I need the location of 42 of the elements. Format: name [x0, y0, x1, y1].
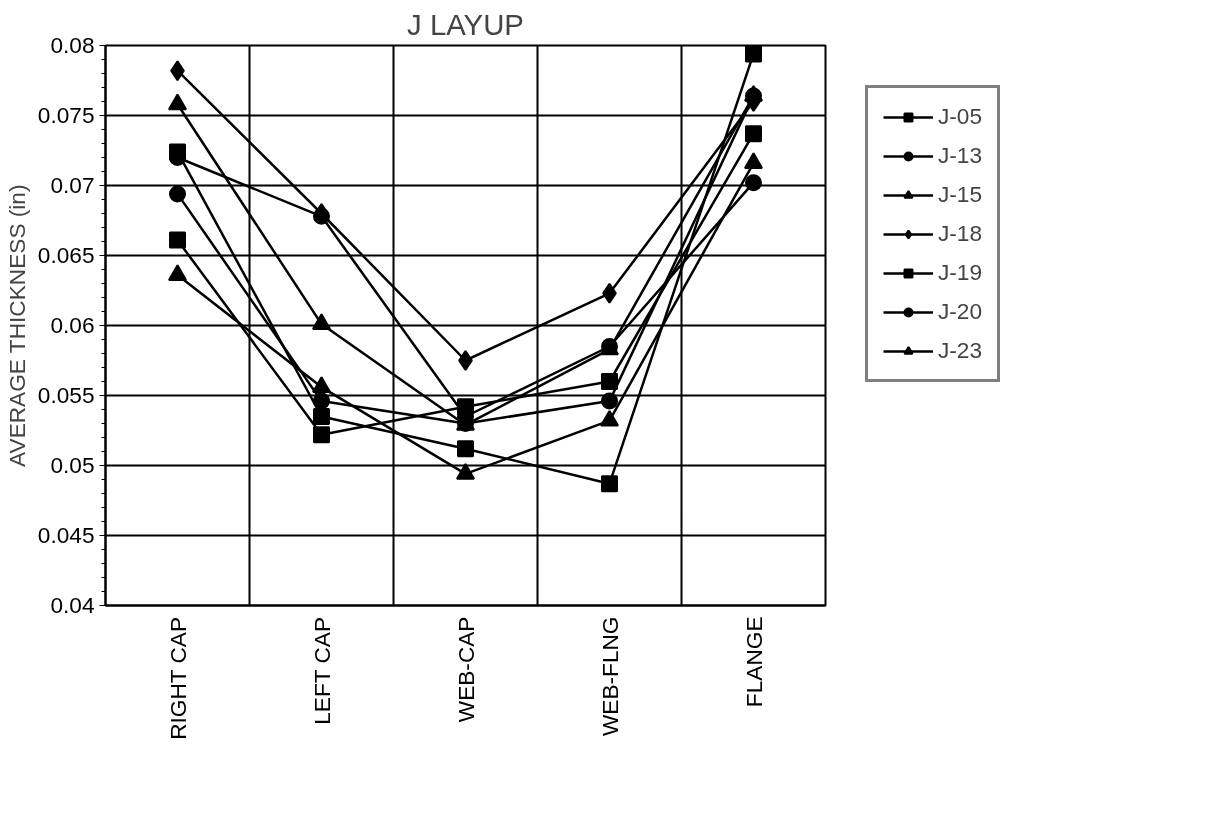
x-tick-label: LEFT CAP — [308, 616, 335, 725]
point — [745, 45, 762, 63]
y-tick-label: 0.075 — [37, 102, 95, 128]
legend-label: J-19 — [938, 259, 983, 286]
point — [312, 376, 331, 394]
legend-label: J-13 — [938, 142, 983, 169]
x-tick-label: RIGHT CAP — [164, 616, 191, 740]
point — [601, 475, 618, 493]
y-axis-title: AVERAGE THICKNESS (in) — [3, 184, 30, 467]
point — [457, 398, 474, 416]
point — [745, 125, 762, 143]
y-tick-label: 0.05 — [50, 452, 95, 478]
y-tick-label: 0.04 — [50, 592, 95, 618]
point — [457, 440, 474, 458]
point — [169, 185, 186, 203]
y-tick-label: 0.045 — [37, 522, 95, 548]
point — [601, 373, 618, 390]
x-tick-label: WEB-FLNG — [596, 616, 623, 737]
point — [313, 426, 330, 444]
y-tick-label: 0.07 — [50, 172, 95, 198]
legend-label: J-05 — [938, 103, 983, 130]
y-tick-label: 0.065 — [37, 242, 95, 268]
point — [458, 350, 473, 371]
y-tick-label: 0.055 — [37, 382, 95, 408]
point — [744, 152, 763, 170]
point — [601, 392, 618, 410]
legend-label: J-18 — [938, 220, 983, 247]
chart-title: J LAYUP — [407, 7, 524, 41]
y-tick-label: 0.08 — [50, 32, 95, 58]
x-tick-label: FLANGE — [740, 616, 767, 708]
y-tick-label: 0.06 — [50, 312, 95, 338]
point — [313, 392, 330, 410]
point — [745, 174, 762, 192]
legend-label: J-20 — [938, 298, 983, 325]
legend-label: J-23 — [938, 337, 983, 364]
point — [169, 231, 186, 249]
point — [456, 463, 475, 480]
x-tick-label: WEB-CAP — [452, 616, 479, 723]
point — [168, 264, 187, 282]
point — [313, 408, 330, 425]
point — [312, 313, 331, 331]
legend-label: J-15 — [938, 181, 983, 208]
